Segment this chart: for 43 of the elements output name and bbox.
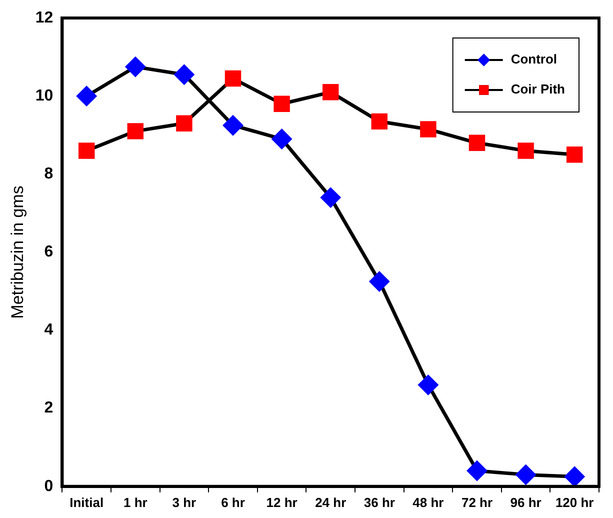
point [418, 375, 438, 395]
point [516, 464, 536, 484]
x-tick-label: 48 hr [412, 494, 444, 510]
point [420, 121, 436, 138]
y-tick-label: 0 [44, 478, 54, 495]
point [126, 57, 146, 77]
point [78, 142, 95, 159]
y-axis-title: Metribuzin in gms [8, 186, 27, 319]
y-tick-label: 10 [35, 87, 54, 104]
point [564, 466, 584, 486]
point [174, 64, 194, 84]
point [467, 461, 487, 481]
point [320, 188, 340, 208]
point [518, 142, 534, 159]
x-tick-label: 3 hr [172, 494, 196, 510]
point [176, 115, 192, 132]
point [224, 70, 242, 87]
point [370, 272, 390, 292]
point [127, 123, 144, 140]
point [272, 129, 292, 149]
x-tick-label: 6 hr [221, 494, 245, 510]
legend-label: Control [510, 52, 558, 67]
point [274, 96, 290, 112]
point [223, 116, 243, 136]
x-tick-label: 120 hr [555, 494, 594, 510]
x-tick-label: 96 hr [510, 494, 542, 510]
x-tick-label: 12 hr [266, 494, 298, 510]
y-tick-label: 8 [44, 166, 54, 183]
y-tick-label: 2 [44, 400, 54, 417]
legend-label: Coir Pith [510, 82, 566, 97]
x-tick-label: Initial [70, 494, 104, 510]
point [468, 134, 486, 152]
point [322, 84, 339, 100]
point [76, 86, 96, 106]
y-tick-label: 4 [44, 322, 54, 339]
y-tick-label: 12 [35, 9, 54, 26]
point [566, 146, 583, 163]
y-tick-label: 6 [44, 244, 54, 261]
x-tick-label: 72 hr [461, 494, 493, 510]
x-tick-label: 24 hr [315, 494, 346, 510]
x-tick-label: 1 hr [123, 494, 148, 510]
x-tick-label: 36 hr [364, 494, 395, 510]
point [371, 113, 388, 130]
